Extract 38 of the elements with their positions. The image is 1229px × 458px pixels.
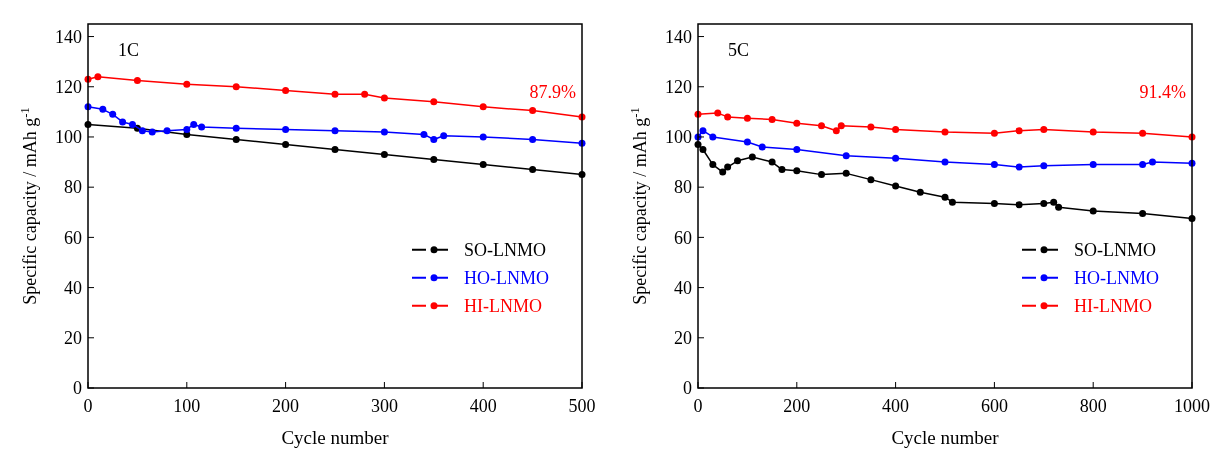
y-tick-label: 140: [665, 26, 692, 47]
y-tick-label: 40: [674, 277, 692, 298]
x-tick-label: 200: [783, 396, 811, 416]
y-tick-label: 60: [64, 227, 82, 248]
y-tick-label: 80: [674, 177, 692, 198]
x-tick-label: 300: [370, 396, 398, 416]
x-tick-label: 500: [568, 396, 596, 416]
y-tick-label: 0: [683, 378, 692, 399]
y-tick-label: 40: [64, 277, 82, 298]
legend-label: HO-LNMO: [464, 267, 549, 288]
x-axis-title: Cycle number: [281, 427, 390, 448]
annotation: 1C: [118, 40, 140, 60]
y-tick-label: 80: [64, 177, 82, 198]
x-tick-label: 600: [980, 396, 1008, 416]
y-tick-label: 100: [665, 127, 692, 148]
x-tick-label: 400: [882, 396, 910, 416]
y-tick-label: 20: [64, 328, 82, 349]
legend-label: SO-LNMO: [464, 239, 547, 260]
y-tick-label: 120: [665, 77, 692, 98]
y-tick-label: 100: [55, 127, 82, 148]
x-tick-label: 1000: [1174, 396, 1210, 416]
x-tick-label: 800: [1079, 396, 1107, 416]
y-tick-label: 120: [55, 77, 82, 98]
y-tick-label: 60: [674, 227, 692, 248]
annotation: 87.9%: [529, 82, 576, 102]
x-tick-label: 100: [173, 396, 201, 416]
legend-label: SO-LNMO: [1074, 239, 1157, 260]
x-tick-label: 400: [469, 396, 497, 416]
x-axis-title: Cycle number: [891, 427, 1000, 448]
legend-label: HO-LNMO: [1074, 267, 1159, 288]
y-tick-label: 20: [674, 328, 692, 349]
y-tick-label: 140: [55, 26, 82, 47]
legend-label: HI-LNMO: [1074, 295, 1152, 316]
annotation: 91.4%: [1139, 82, 1186, 102]
x-tick-label: 200: [272, 396, 300, 416]
legend-label: HI-LNMO: [464, 295, 542, 316]
annotation: 5C: [728, 40, 750, 60]
y-tick-label: 0: [73, 378, 82, 399]
